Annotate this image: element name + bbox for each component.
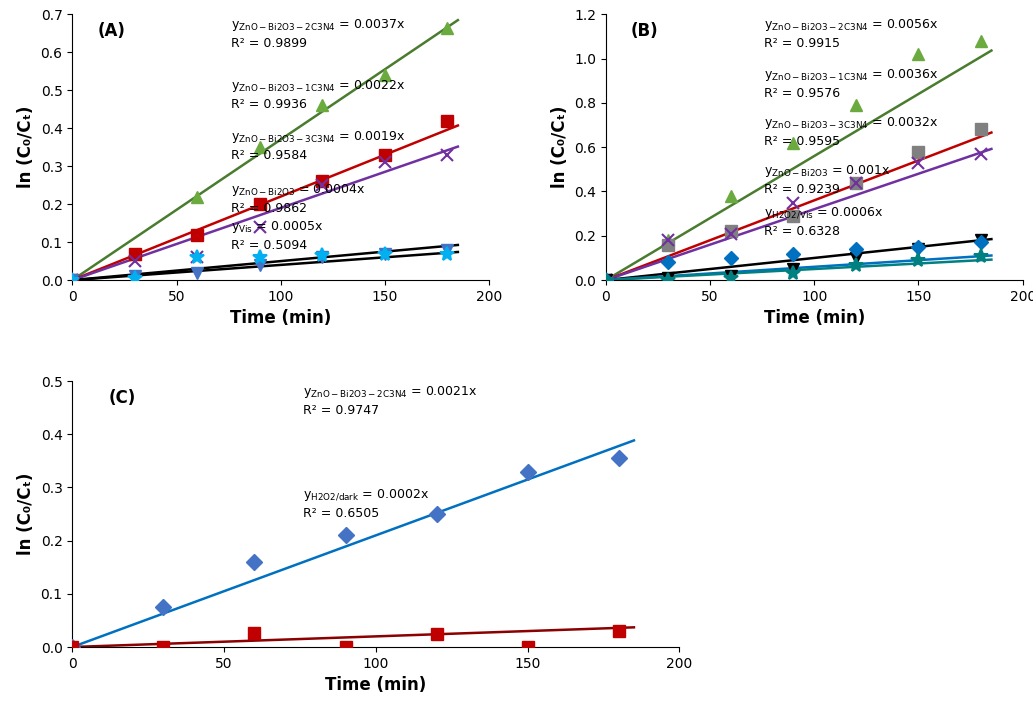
Text: y$_{{\mathregular{{ZnO-Bi2O3-1C3N4}}}}$ = 0.0036x
R² = 0.9576: y$_{{\mathregular{{ZnO-Bi2O3-1C3N4}}}}$ … — [764, 68, 939, 100]
X-axis label: Time (min): Time (min) — [325, 676, 427, 694]
Text: y$_{{\mathregular{{H2O2/Vis}}}}$ = 0.0006x
R² = 0.6328: y$_{{\mathregular{{H2O2/Vis}}}}$ = 0.000… — [764, 205, 884, 238]
Text: y$_{{\mathregular{{ZnO-Bi2O3}}}}$ = 0.001x
R² = 0.9239: y$_{{\mathregular{{ZnO-Bi2O3}}}}$ = 0.00… — [764, 163, 890, 196]
X-axis label: Time (min): Time (min) — [763, 309, 865, 327]
Text: y$_{{\mathregular{{ZnO-Bi2O3-2C3N4}}}}$ = 0.0037x
R² = 0.9899: y$_{{\mathregular{{ZnO-Bi2O3-2C3N4}}}}$ … — [230, 17, 405, 50]
Text: y$_{{\mathregular{{ZnO-Bi2O3-3C3N4}}}}$ = 0.0032x
R² = 0.9595: y$_{{\mathregular{{ZnO-Bi2O3-3C3N4}}}}$ … — [764, 115, 939, 149]
Text: (A): (A) — [97, 22, 125, 41]
Text: y$_{{\mathregular{{ZnO-Bi2O3-2C3N4}}}}$ = 0.0021x
R² = 0.9747: y$_{{\mathregular{{ZnO-Bi2O3-2C3N4}}}}$ … — [303, 384, 478, 417]
Text: (B): (B) — [631, 22, 658, 41]
Y-axis label: ln (C₀/Cₜ): ln (C₀/Cₜ) — [551, 106, 568, 188]
Y-axis label: ln (C₀/Cₜ): ln (C₀/Cₜ) — [17, 106, 35, 188]
Text: y$_{{\mathregular{{H2O2/dark}}}}$ = 0.0002x
R² = 0.6505: y$_{{\mathregular{{H2O2/dark}}}}$ = 0.00… — [303, 488, 429, 520]
Y-axis label: ln (C₀/Cₜ): ln (C₀/Cₜ) — [17, 473, 35, 555]
Text: y$_{{\mathregular{{ZnO-Bi2O3-2C3N4}}}}$ = 0.0056x
R² = 0.9915: y$_{{\mathregular{{ZnO-Bi2O3-2C3N4}}}}$ … — [764, 17, 939, 50]
X-axis label: Time (min): Time (min) — [230, 309, 332, 327]
Text: (C): (C) — [108, 389, 136, 407]
Text: y$_{{\mathregular{{ZnO-Bi2O3}}}}$ = 0.0004x
R² = 0.9862
y$_{{\mathregular{{Vis}}: y$_{{\mathregular{{ZnO-Bi2O3}}}}$ = 0.00… — [230, 182, 366, 252]
Text: y$_{{\mathregular{{ZnO-Bi2O3-3C3N4}}}}$ = 0.0019x
R² = 0.9584: y$_{{\mathregular{{ZnO-Bi2O3-3C3N4}}}}$ … — [230, 129, 405, 161]
Text: y$_{{\mathregular{{ZnO-Bi2O3-1C3N4}}}}$ = 0.0022x
R² = 0.9936: y$_{{\mathregular{{ZnO-Bi2O3-1C3N4}}}}$ … — [230, 78, 405, 111]
